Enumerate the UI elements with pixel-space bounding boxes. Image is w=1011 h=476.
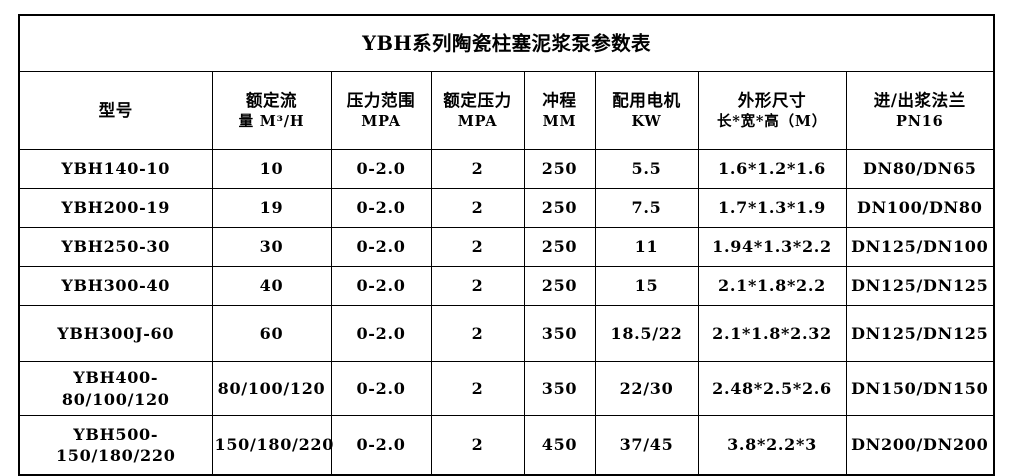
cell-dimensions: 1.6*1.2*1.6 [697,149,847,189]
cell-stroke: 350 [523,361,596,416]
column-header-model-line1: 型号 [98,100,133,120]
column-header-rated-pressure: 额定压力 MPA [430,71,525,150]
cell-rated-pressure: 2 [430,361,525,416]
cell-flange: DN125/DN100 [845,227,995,267]
cell-stroke: 250 [523,266,596,306]
cell-stroke: 250 [523,149,596,189]
column-header-flange: 进/出浆法兰 PN16 [845,71,995,150]
cell-stroke: 450 [523,415,596,476]
cell-dimensions: 1.7*1.3*1.9 [697,188,847,228]
cell-dimensions: 2.1*1.8*2.2 [697,266,847,306]
table-row: YBH300J-60 60 0-2.0 2 350 18.5/22 2.1*1.… [18,305,995,362]
cell-motor: 15 [594,266,699,306]
column-header-flange-line1: 进/出浆法兰 [873,91,966,111]
cell-motor: 5.5 [594,149,699,189]
cell-pressure-range: 0-2.0 [330,266,432,306]
column-header-rated-pressure-line1: 额定压力 [443,91,512,111]
cell-model: YBH300J-60 [18,305,213,362]
cell-dimensions: 3.8*2.2*3 [697,415,847,476]
pump-parameters-table: YBH系列陶瓷柱塞泥浆泵参数表 型号 额定流 量 M³/H 压力范围 MPA 额… [18,14,996,476]
cell-stroke: 250 [523,227,596,267]
table-row: YBH500-150/180/220 150/180/220 0-2.0 2 4… [18,415,995,476]
cell-motor: 18.5/22 [594,305,699,362]
column-header-rated-pressure-line2: MPA [457,112,498,130]
table-row: YBH250-30 30 0-2.0 2 250 11 1.94*1.3*2.2… [18,227,995,267]
cell-model: YBH200-19 [18,188,213,228]
cell-flange: DN80/DN65 [845,149,995,189]
cell-pressure-range: 0-2.0 [330,361,432,416]
cell-model: YBH500-150/180/220 [18,415,213,476]
column-header-motor-line1: 配用电机 [612,91,681,111]
table-row: YBH140-10 10 0-2.0 2 250 5.5 1.6*1.2*1.6… [18,149,995,189]
cell-dimensions: 2.1*1.8*2.32 [697,305,847,362]
column-header-stroke: 冲程 MM [523,71,596,150]
cell-flange: DN200/DN200 [845,415,995,476]
column-header-dimensions-line2: 长*宽*高（M） [716,112,828,130]
column-header-rated-flow-line2: 量 M³/H [238,112,305,130]
cell-rated-flow: 60 [211,305,332,362]
cell-rated-pressure: 2 [430,415,525,476]
cell-model: YBH140-10 [18,149,213,189]
cell-dimensions: 1.94*1.3*2.2 [697,227,847,267]
column-header-dimensions: 外形尺寸 长*宽*高（M） [697,71,847,150]
cell-rated-flow: 10 [211,149,332,189]
column-header-motor: 配用电机 KW [594,71,699,150]
column-header-rated-flow: 额定流 量 M³/H [211,71,332,150]
cell-motor: 22/30 [594,361,699,416]
cell-rated-pressure: 2 [430,305,525,362]
column-header-pressure-range: 压力范围 MPA [330,71,432,150]
cell-flange: DN150/DN150 [845,361,995,416]
column-header-pressure-range-line1: 压力范围 [346,91,416,111]
cell-pressure-range: 0-2.0 [330,149,432,189]
cell-rated-flow: 19 [211,188,332,228]
cell-rated-pressure: 2 [430,227,525,267]
cell-flange: DN125/DN125 [845,266,995,306]
cell-rated-flow: 150/180/220 [211,415,333,476]
cell-pressure-range: 0-2.0 [330,227,432,267]
cell-rated-pressure: 2 [430,149,525,189]
cell-pressure-range: 0-2.0 [330,415,432,476]
column-header-dimensions-line1: 外形尺寸 [737,91,807,111]
table-row: YBH200-19 19 0-2.0 2 250 7.5 1.7*1.3*1.9… [18,188,995,228]
cell-pressure-range: 0-2.0 [330,188,432,228]
cell-motor: 11 [594,227,699,267]
column-header-model: 型号 [18,71,213,150]
column-header-pressure-range-line2: MPA [361,112,401,130]
cell-motor: 7.5 [594,188,699,228]
table-title-row: YBH系列陶瓷柱塞泥浆泵参数表 [18,14,995,72]
table-title: YBH系列陶瓷柱塞泥浆泵参数表 [18,14,995,72]
column-header-stroke-line1: 冲程 [542,91,577,111]
cell-pressure-range: 0-2.0 [330,305,432,362]
cell-rated-flow: 40 [211,266,332,306]
cell-flange: DN100/DN80 [845,188,995,228]
column-header-motor-line2: KW [631,112,662,130]
cell-rated-pressure: 2 [430,188,525,228]
table-header-row: 型号 额定流 量 M³/H 压力范围 MPA 额定压力 MPA 冲程 MM [18,71,995,150]
column-header-stroke-line2: MM [542,112,577,130]
cell-rated-flow: 30 [211,227,332,267]
column-header-rated-flow-line1: 额定流 [245,91,298,111]
cell-rated-pressure: 2 [430,266,525,306]
cell-model: YBH300-40 [18,266,213,306]
cell-model: YBH250-30 [18,227,213,267]
column-header-flange-line2: PN16 [896,112,944,130]
cell-stroke: 250 [523,188,596,228]
cell-rated-flow: 80/100/120 [211,361,332,416]
cell-motor: 37/45 [594,415,699,476]
table-row: YBH300-40 40 0-2.0 2 250 15 2.1*1.8*2.2 … [18,266,995,306]
table-row: YBH400-80/100/120 80/100/120 0-2.0 2 350… [18,361,995,416]
cell-stroke: 350 [523,305,596,362]
cell-model: YBH400-80/100/120 [18,361,213,416]
cell-flange: DN125/DN125 [845,305,995,362]
cell-dimensions: 2.48*2.5*2.6 [697,361,847,416]
